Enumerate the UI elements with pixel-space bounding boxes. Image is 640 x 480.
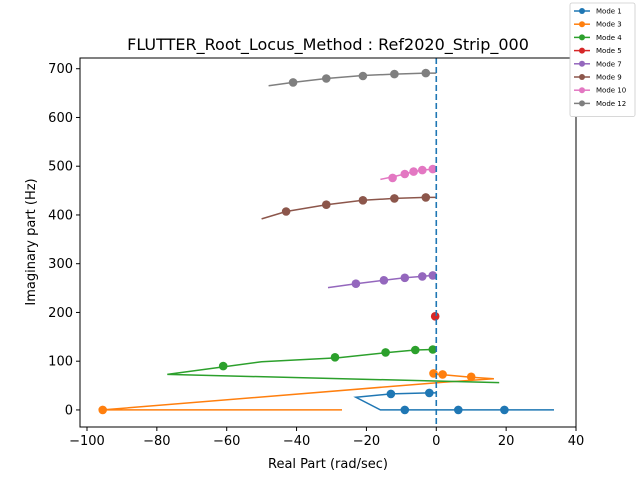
data-point — [381, 348, 390, 357]
chart-title: FLUTTER_Root_Locus_Method : Ref2020_Stri… — [127, 35, 529, 55]
y-tick-label: 500 — [48, 160, 73, 175]
x-tick-label: −80 — [143, 434, 170, 449]
data-point — [418, 165, 427, 175]
data-point — [322, 200, 331, 209]
y-tick-label: 0 — [65, 403, 73, 418]
legend-label: Mode 4 — [596, 34, 622, 42]
y-tick-label: 100 — [48, 355, 73, 370]
legend-label: Mode 10 — [596, 87, 626, 95]
legend-box — [569, 2, 636, 117]
y-tick-label: 200 — [48, 306, 73, 321]
data-point — [438, 370, 447, 379]
data-point — [500, 405, 509, 415]
series-line — [353, 392, 554, 411]
legend-item: Mode 3 — [574, 21, 622, 29]
data-point — [390, 69, 399, 79]
data-point — [425, 388, 434, 398]
data-point — [390, 194, 399, 203]
y-axis-label: Imaginary part (Hz) — [24, 178, 39, 305]
legend-marker — [579, 74, 585, 80]
data-point — [281, 207, 291, 216]
y-axis: 0 100 200 300 400 500 600 700 — [48, 62, 80, 418]
data-point — [386, 389, 396, 399]
y-tick-label: 300 — [48, 257, 73, 272]
x-axis-label: Real Part (rad/sec) — [268, 457, 388, 472]
data-point — [218, 361, 228, 371]
legend-item: Mode 5 — [574, 47, 622, 55]
legend-label: Mode 7 — [596, 60, 622, 68]
x-tick-label: −60 — [213, 434, 240, 449]
data-point — [409, 167, 418, 176]
legend-item: Mode 4 — [574, 34, 622, 42]
data-point — [428, 271, 438, 280]
legend: Mode 1 Mode 3 Mode 4 Mode 5 Mode 7 Mode 9 Mode… — [569, 2, 636, 117]
legend-label: Mode 1 — [596, 8, 622, 16]
data-point — [379, 276, 389, 285]
x-tick-label: −20 — [353, 434, 380, 449]
legend-marker — [579, 8, 585, 14]
x-tick-label: 20 — [498, 434, 515, 449]
plot-area — [98, 58, 554, 427]
y-tick-label: 600 — [48, 111, 73, 126]
series-mode-10 — [380, 164, 438, 183]
series-mode-3 — [98, 369, 494, 415]
data-point — [421, 193, 431, 202]
data-point — [428, 345, 438, 354]
legend-label: Mode 3 — [596, 21, 622, 29]
data-point — [430, 312, 440, 321]
y-tick-label: 700 — [48, 62, 73, 77]
series-mode-5 — [430, 312, 440, 321]
legend-label: Mode 5 — [596, 47, 622, 55]
data-point — [288, 78, 298, 87]
legend-item: Mode 9 — [574, 74, 622, 82]
data-point — [330, 353, 340, 362]
legend-marker — [579, 100, 585, 107]
data-point — [411, 345, 420, 355]
plot-frame — [79, 57, 577, 428]
legend-item: Mode 12 — [574, 100, 626, 108]
data-point — [400, 405, 410, 415]
series-line — [102, 373, 494, 411]
legend-marker — [579, 60, 585, 67]
series-mode-7 — [327, 271, 438, 289]
data-point — [466, 372, 476, 382]
data-point — [388, 173, 397, 183]
x-tick-label: −100 — [69, 434, 105, 449]
data-point — [98, 405, 107, 415]
legend-label: Mode 12 — [596, 100, 626, 108]
legend-marker — [579, 87, 585, 94]
legend-marker — [579, 34, 585, 41]
data-point — [358, 196, 368, 205]
legend-marker — [579, 21, 585, 28]
series-mode-12 — [268, 68, 437, 87]
x-tick-label: 40 — [568, 434, 585, 449]
data-point — [400, 273, 410, 283]
data-point — [428, 164, 438, 174]
data-point — [418, 272, 427, 281]
legend-item: Mode 10 — [574, 87, 626, 95]
data-point — [322, 74, 331, 83]
legend-item: Mode 1 — [574, 8, 622, 16]
series-mode-1 — [353, 388, 554, 415]
y-tick-label: 400 — [48, 208, 73, 223]
legend-marker — [579, 47, 585, 54]
data-point — [358, 71, 368, 81]
data-point — [351, 279, 361, 289]
legend-item: Mode 7 — [574, 60, 622, 68]
series-mode-9 — [261, 193, 437, 220]
data-point — [421, 68, 431, 78]
x-tick-label: −40 — [283, 434, 310, 449]
legend-label: Mode 9 — [596, 74, 622, 82]
data-point — [400, 169, 410, 179]
data-point — [454, 405, 463, 415]
series-mode-4 — [167, 345, 500, 384]
x-tick-label: 0 — [432, 434, 440, 449]
x-axis: −100 −80 −60 −40 −20 0 20 40 — [69, 427, 584, 449]
